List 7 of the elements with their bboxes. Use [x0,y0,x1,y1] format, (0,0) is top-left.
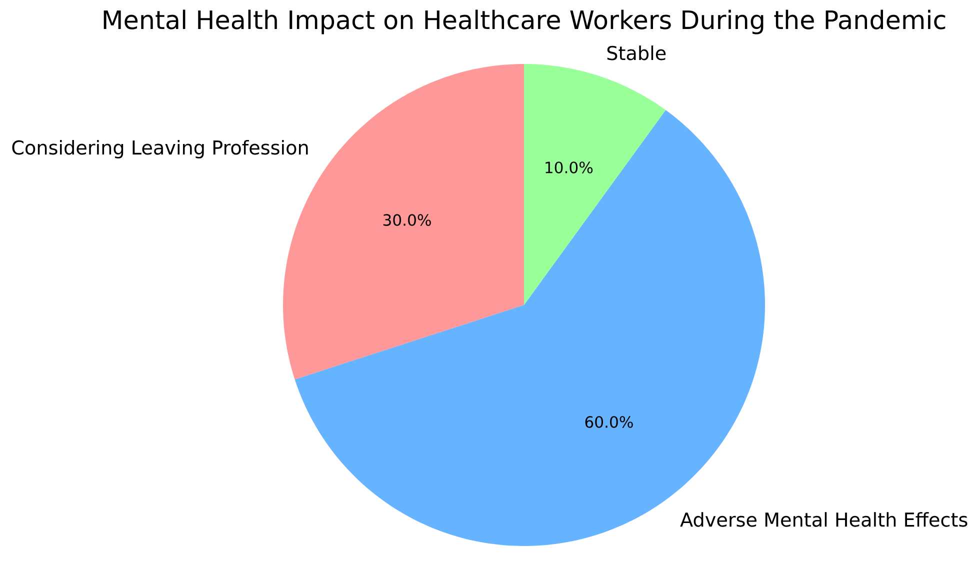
data-label: 30.0% [383,214,431,226]
data-label: 60.0% [585,416,633,428]
slice-label: Stable [607,45,666,60]
slice-label: Adverse Mental Health Effects [680,512,968,527]
data-label: 10.0% [546,162,593,174]
slice-label: Considering Leaving Profession [12,140,308,158]
chart-title: Mental Health Impact on Healthcare Workers During the Pandemic [104,10,946,34]
